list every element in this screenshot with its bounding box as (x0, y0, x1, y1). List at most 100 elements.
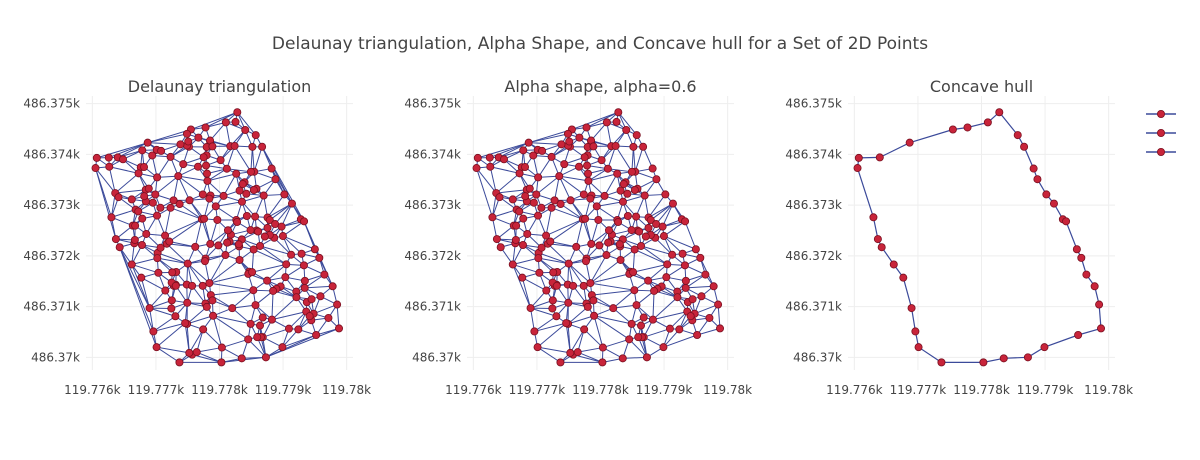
y-tick-label: 486.371k (404, 300, 461, 314)
data-point (634, 333, 643, 342)
data-point (205, 194, 214, 203)
data-point (105, 162, 114, 171)
data-point (202, 302, 211, 311)
triangle-edge (632, 146, 636, 172)
triangle-edge (210, 289, 254, 296)
triangle-edge (95, 167, 117, 240)
data-point (234, 240, 243, 249)
data-point (630, 186, 639, 195)
triangle-edge (490, 166, 520, 174)
data-point (696, 253, 705, 262)
triangle-edge (203, 218, 211, 245)
triangle-edge (596, 201, 624, 207)
data-point (665, 324, 674, 333)
data-point (589, 142, 598, 151)
triangle-edge (253, 249, 287, 265)
triangle-edge (537, 322, 567, 348)
triangle-edge (496, 189, 527, 194)
hull-point (1013, 131, 1022, 140)
data-point (532, 190, 541, 199)
data-point (613, 169, 622, 178)
data-point (572, 242, 581, 251)
triangle-edge (558, 175, 572, 201)
data-point (182, 129, 191, 138)
data-point (529, 151, 538, 160)
triangle-edge (187, 263, 210, 284)
triangle-edge (530, 307, 557, 317)
triangle-edge (261, 146, 305, 222)
data-point (495, 193, 504, 202)
triangle-edge (512, 264, 532, 309)
data-point (530, 327, 539, 336)
data-point (640, 191, 649, 200)
data-point (237, 354, 246, 363)
data-point (209, 311, 218, 320)
data-point (251, 301, 260, 310)
triangle-edge (196, 351, 222, 363)
data-point (152, 343, 161, 352)
triangle-edge (177, 175, 204, 195)
data-point (668, 250, 677, 259)
data-point (260, 232, 269, 241)
data-point (658, 222, 667, 231)
data-point (335, 324, 344, 333)
triangle-edge (209, 273, 249, 284)
data-point (192, 348, 201, 357)
data-point (287, 250, 296, 259)
triangle-edge (669, 311, 688, 330)
data-point (579, 281, 588, 290)
triangle-edge (153, 315, 176, 332)
data-point (161, 286, 170, 295)
triangle-edge (187, 263, 204, 287)
triangle-edge (684, 221, 697, 250)
data-point (214, 241, 223, 250)
data-point (623, 212, 632, 221)
data-point (167, 304, 176, 313)
data-point (582, 123, 591, 132)
data-point (183, 259, 192, 268)
triangle-edge (538, 257, 569, 265)
y-tick-label: 486.374k (785, 147, 842, 161)
data-point (688, 295, 697, 304)
data-point (253, 333, 262, 342)
triangle-edge (282, 235, 316, 250)
data-point (140, 192, 149, 201)
data-point (148, 151, 157, 160)
data-point (546, 237, 555, 246)
data-point (556, 200, 565, 209)
data-point (269, 286, 278, 295)
triangle-edge (476, 167, 497, 194)
triangle-edge (265, 327, 340, 358)
data-point (149, 327, 158, 336)
data-point (589, 296, 598, 305)
triangle-edge (663, 235, 683, 255)
legend (1146, 110, 1176, 156)
triangle-edge (313, 304, 338, 315)
y-tick-label: 486.373k (404, 198, 461, 212)
data-point (569, 281, 578, 290)
triangle-edge (643, 328, 671, 338)
data-point (328, 282, 337, 291)
data-point (169, 196, 178, 205)
data-point (148, 198, 157, 207)
hull-point (937, 358, 946, 367)
data-point (203, 176, 212, 185)
data-point (639, 142, 648, 151)
hull-point (1062, 217, 1071, 226)
triangle-edge (631, 146, 634, 172)
data-point (508, 260, 517, 269)
data-point (618, 354, 627, 363)
data-point (542, 231, 551, 240)
data-point (249, 286, 258, 295)
data-point (602, 251, 611, 260)
triangle-edge (131, 257, 158, 265)
data-point (598, 358, 607, 367)
data-point (635, 227, 644, 236)
data-point (91, 164, 100, 173)
triangle-edge (226, 145, 236, 169)
data-point (565, 137, 574, 146)
triangle-edge (545, 218, 584, 237)
triangle-edge (190, 111, 238, 130)
data-point (615, 240, 624, 249)
data-point (237, 197, 246, 206)
